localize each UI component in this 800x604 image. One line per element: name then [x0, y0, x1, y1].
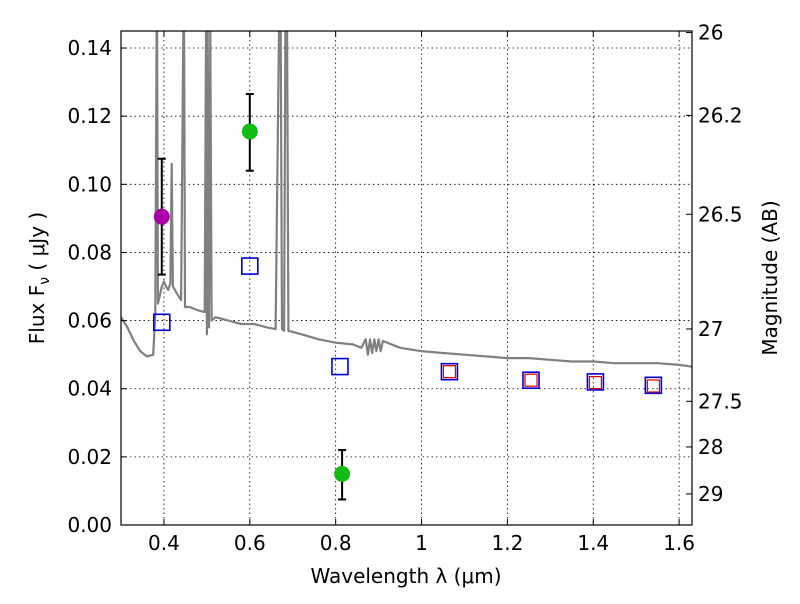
model-flux-blue-square [644, 376, 663, 395]
model-flux-blue-square [522, 371, 540, 390]
detection-point [334, 465, 351, 482]
y-axis-magnitude: 26 26.2 26.5 27 27.5 28 29 [686, 21, 743, 506]
detection-point [153, 208, 170, 225]
model-flux-blue-square [586, 373, 605, 391]
x-tick-label: 1 [415, 531, 428, 555]
model-flux-blue-square [440, 362, 459, 381]
y2-tick-label: 26.2 [698, 103, 743, 127]
x-tick-label: 0.8 [320, 531, 352, 555]
y-axis-flux: 0.00 0.02 0.04 0.06 0.08 0.10 0.12 0.14 [67, 36, 127, 537]
y-tick-label: 0.08 [67, 240, 112, 264]
y2-tick-label: 28 [698, 435, 723, 459]
y2-tick-label: 27.5 [698, 389, 743, 413]
y-tick-label: 0.06 [67, 309, 112, 333]
y2-axis-label: Magnitude (AB) [758, 200, 782, 355]
x-tick-label: 0.4 [148, 531, 180, 555]
x-tick-label: 1.6 [663, 531, 695, 555]
y2-tick-label: 27 [698, 317, 723, 341]
model-flux-blue-square [331, 357, 349, 376]
model-flux-blue-square [240, 257, 259, 275]
x-axis: 0.4 0.6 0.8 1 1.2 1.4 1.6 [148, 31, 695, 555]
model-flux-red-square [524, 373, 538, 387]
data-marks [152, 93, 663, 501]
model-flux-red-square [588, 375, 603, 390]
x-tick-label: 0.6 [234, 531, 266, 555]
plot-frame [120, 30, 693, 526]
y-tick-label: 0.02 [67, 445, 112, 469]
y2-tick-label: 26.5 [698, 202, 743, 226]
y-tick-label: 0.12 [67, 104, 112, 128]
x-tick-label: 1.2 [491, 531, 523, 555]
detection-point [241, 123, 258, 140]
model-flux-blue-square [152, 313, 171, 332]
sed-model-line [121, 31, 692, 368]
y-axis-label-subscript: ν [37, 277, 53, 285]
y-axis-label-unit: ( μJy ) [25, 212, 49, 277]
y-tick-label: 0.14 [67, 36, 112, 60]
y2-tick-label: 26 [698, 21, 723, 45]
x-tick-label: 1.4 [577, 531, 609, 555]
y-axis-label: Flux Fν ( μJy ) [25, 212, 53, 344]
model-flux-red-square [442, 365, 457, 379]
x-axis-label: Wavelength λ (μm) [310, 564, 501, 588]
y2-tick-label: 29 [698, 482, 723, 506]
model-flux-red-square [646, 379, 660, 393]
y-tick-label: 0.04 [67, 377, 112, 401]
y-tick-label: 0.00 [67, 513, 112, 537]
y-tick-label: 0.10 [67, 172, 112, 196]
y-axis-label-main: Flux F [25, 285, 49, 344]
